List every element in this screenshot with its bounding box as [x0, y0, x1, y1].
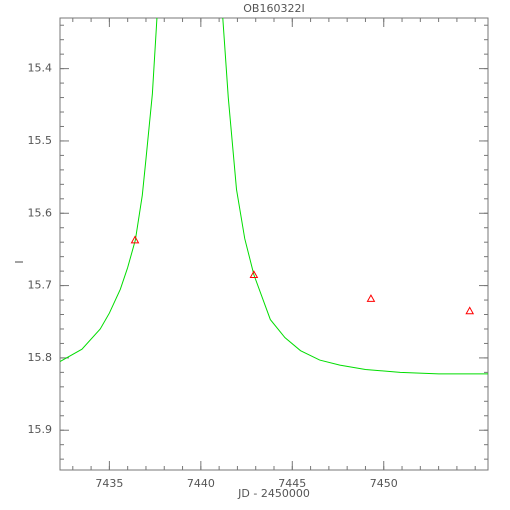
data-point — [366, 294, 376, 302]
x-axis-label: JD - 2450000 — [237, 487, 310, 500]
model-curve — [60, 18, 488, 375]
x-tick-label: 7435 — [95, 477, 123, 490]
data-point — [249, 270, 259, 279]
y-tick-label: 15.8 — [28, 351, 53, 364]
data-point — [465, 306, 475, 315]
y-tick-label: 15.4 — [28, 62, 53, 75]
y-tick-label: 15.9 — [28, 423, 53, 436]
y-axis-label: I — [13, 260, 26, 263]
y-tick-label: 15.7 — [28, 279, 53, 292]
x-tick-label: 7450 — [370, 477, 398, 490]
y-tick-label: 15.6 — [28, 206, 53, 219]
data-point — [130, 235, 140, 244]
x-tick-label: 7445 — [278, 477, 306, 490]
y-tick-label: 15.5 — [28, 134, 53, 147]
chart-title: OB160322I — [243, 2, 304, 15]
plot-frame — [59, 17, 489, 471]
x-tick-label: 7440 — [187, 477, 215, 490]
